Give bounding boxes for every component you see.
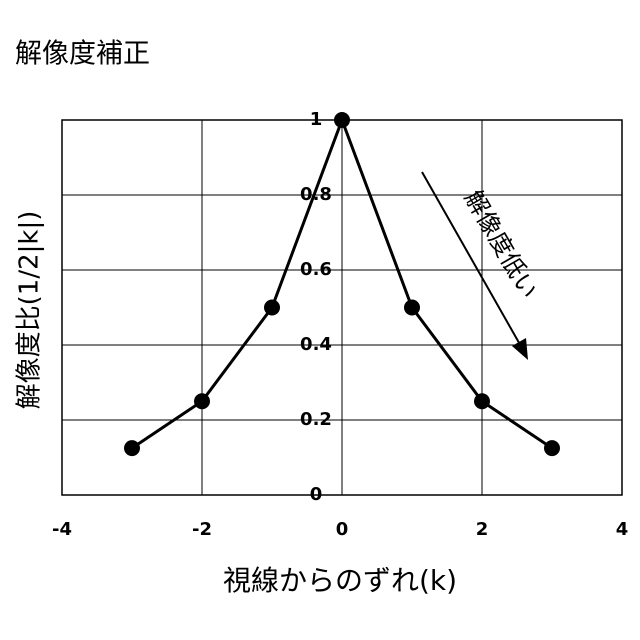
x-tick-label: 0: [336, 519, 349, 540]
x-tick-label: -4: [52, 519, 72, 540]
x-tick-label: 4: [616, 519, 629, 540]
data-point: [404, 300, 420, 316]
annotation: 解像度低い: [459, 186, 543, 304]
data-point: [124, 440, 140, 456]
x-tick-label: 2: [476, 519, 489, 540]
data-point: [264, 300, 280, 316]
y-tick-label: 0.6: [300, 259, 332, 280]
x-tick-label: -2: [192, 519, 212, 540]
chart: 解像度補正 視線からのずれ(k) 解像度比(1/2|k|) 解像度低い -4 -2…: [0, 0, 640, 640]
arrow-head: [512, 338, 528, 360]
chart-title: 解像度補正: [15, 39, 150, 70]
data-point: [474, 393, 490, 409]
x-axis-label: 視線からのずれ(k): [223, 564, 457, 597]
y-tick-label: 1: [310, 109, 323, 130]
y-tick-label: 0.2: [300, 409, 332, 430]
y-tick-label: 0.4: [300, 334, 332, 355]
data-point: [334, 112, 350, 128]
data-point: [194, 393, 210, 409]
y-tick-label: 0: [310, 484, 323, 505]
data-point: [544, 440, 560, 456]
y-axis-label: 解像度比(1/2|k|): [15, 211, 45, 410]
